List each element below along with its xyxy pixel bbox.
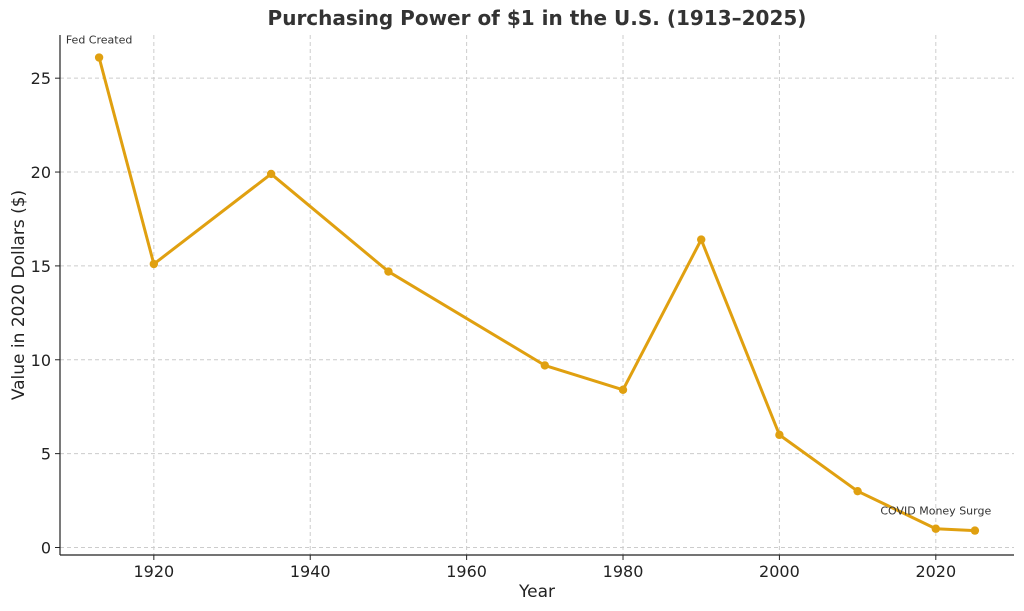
y-tick-label: 20 (31, 163, 51, 182)
data-point (266, 169, 276, 179)
annotation-layer: Fed Created COVID Money Surge (66, 34, 992, 518)
data-point (94, 53, 104, 62)
y-tick-label: 5 (41, 445, 51, 464)
data-point (931, 524, 941, 533)
grid-layer (60, 35, 1014, 555)
x-axis-label: Year (518, 582, 555, 602)
series-line (97, 56, 977, 533)
ticks-layer: 1920 1940 1960 1980 2000 2020 0 5 10 15 20 25 (31, 69, 957, 581)
y-axis-label: Value in 2020 Dollars ($) (9, 190, 29, 400)
chart-annotation: COVID Money Surge (880, 505, 991, 518)
y-tick-label: 10 (31, 351, 51, 370)
data-point (149, 259, 159, 269)
y-tick-label: 25 (31, 69, 51, 88)
x-tick-label: 1940 (290, 562, 331, 581)
x-tick-label: 1980 (603, 562, 644, 581)
data-point (853, 486, 862, 496)
x-tick-label: 1960 (446, 562, 487, 581)
series-layer (94, 53, 980, 535)
y-tick-label: 0 (41, 538, 51, 557)
data-point (618, 385, 628, 395)
chart-annotation: Fed Created (66, 34, 133, 47)
axes-layer (59, 35, 1014, 556)
x-tick-label: 1920 (133, 562, 174, 581)
data-point (970, 526, 980, 535)
chart-title: Purchasing Power of $1 in the U.S. (1913… (268, 6, 807, 30)
x-tick-label: 2020 (915, 562, 956, 581)
data-point (775, 430, 784, 440)
data-point (384, 267, 393, 276)
y-tick-label: 15 (31, 257, 51, 276)
data-point (540, 361, 550, 370)
data-point (697, 235, 706, 244)
x-tick-label: 2000 (759, 562, 800, 581)
